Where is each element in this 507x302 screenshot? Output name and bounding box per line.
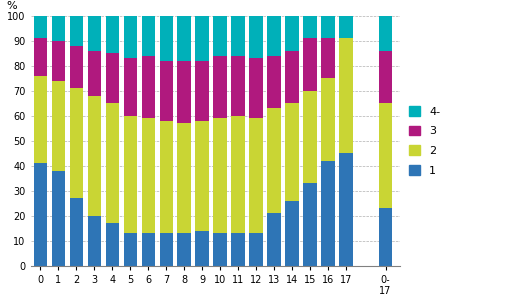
Bar	[141, 233, 155, 266]
Bar	[124, 16, 137, 58]
Bar	[69, 198, 83, 266]
Bar	[339, 16, 353, 38]
Bar	[196, 61, 209, 121]
Bar	[379, 16, 392, 51]
Bar	[88, 216, 101, 266]
Bar	[321, 161, 335, 266]
Bar	[177, 61, 191, 123]
Bar	[124, 58, 137, 116]
Bar	[52, 41, 65, 81]
Bar	[267, 16, 281, 56]
Bar	[231, 116, 245, 233]
Bar	[285, 103, 299, 201]
Bar	[141, 118, 155, 233]
Bar	[196, 16, 209, 61]
Bar	[105, 223, 119, 266]
Bar	[33, 38, 47, 76]
Bar	[88, 96, 101, 216]
Bar	[69, 16, 83, 46]
Bar	[285, 201, 299, 266]
Bar	[249, 58, 263, 118]
Bar	[52, 171, 65, 266]
Bar	[213, 56, 227, 118]
Bar	[105, 53, 119, 103]
Bar	[160, 61, 173, 121]
Bar	[267, 213, 281, 266]
Bar	[160, 121, 173, 233]
Bar	[303, 16, 317, 38]
Bar	[231, 233, 245, 266]
Bar	[213, 118, 227, 233]
Bar	[88, 51, 101, 96]
Bar	[52, 16, 65, 41]
Bar	[141, 56, 155, 118]
Y-axis label: %: %	[7, 1, 17, 11]
Bar	[321, 78, 335, 161]
Bar	[285, 16, 299, 51]
Bar	[321, 38, 335, 78]
Bar	[231, 56, 245, 116]
Bar	[177, 16, 191, 61]
Bar	[267, 56, 281, 108]
Bar	[33, 16, 47, 38]
Bar	[124, 233, 137, 266]
Bar	[303, 38, 317, 91]
Bar	[177, 233, 191, 266]
Bar	[249, 118, 263, 233]
Bar	[177, 123, 191, 233]
Bar	[33, 76, 47, 163]
Bar	[303, 183, 317, 266]
Bar	[141, 16, 155, 56]
Bar	[160, 16, 173, 61]
Bar	[124, 116, 137, 233]
Bar	[196, 231, 209, 266]
Bar	[339, 153, 353, 266]
Bar	[379, 51, 392, 103]
Bar	[213, 233, 227, 266]
Bar	[213, 16, 227, 56]
Bar	[339, 38, 353, 153]
Bar	[69, 88, 83, 198]
Bar	[249, 233, 263, 266]
Bar	[33, 163, 47, 266]
Bar	[105, 103, 119, 223]
Legend: 4-, 3, 2, 1: 4-, 3, 2, 1	[409, 106, 441, 176]
Bar	[303, 91, 317, 183]
Bar	[285, 51, 299, 103]
Bar	[321, 16, 335, 38]
Bar	[196, 121, 209, 231]
Bar	[52, 81, 65, 171]
Bar	[105, 16, 119, 53]
Bar	[160, 233, 173, 266]
Bar	[267, 108, 281, 213]
Bar	[249, 16, 263, 58]
Bar	[231, 16, 245, 56]
Bar	[379, 208, 392, 266]
Bar	[379, 103, 392, 208]
Bar	[69, 46, 83, 88]
Bar	[88, 16, 101, 51]
